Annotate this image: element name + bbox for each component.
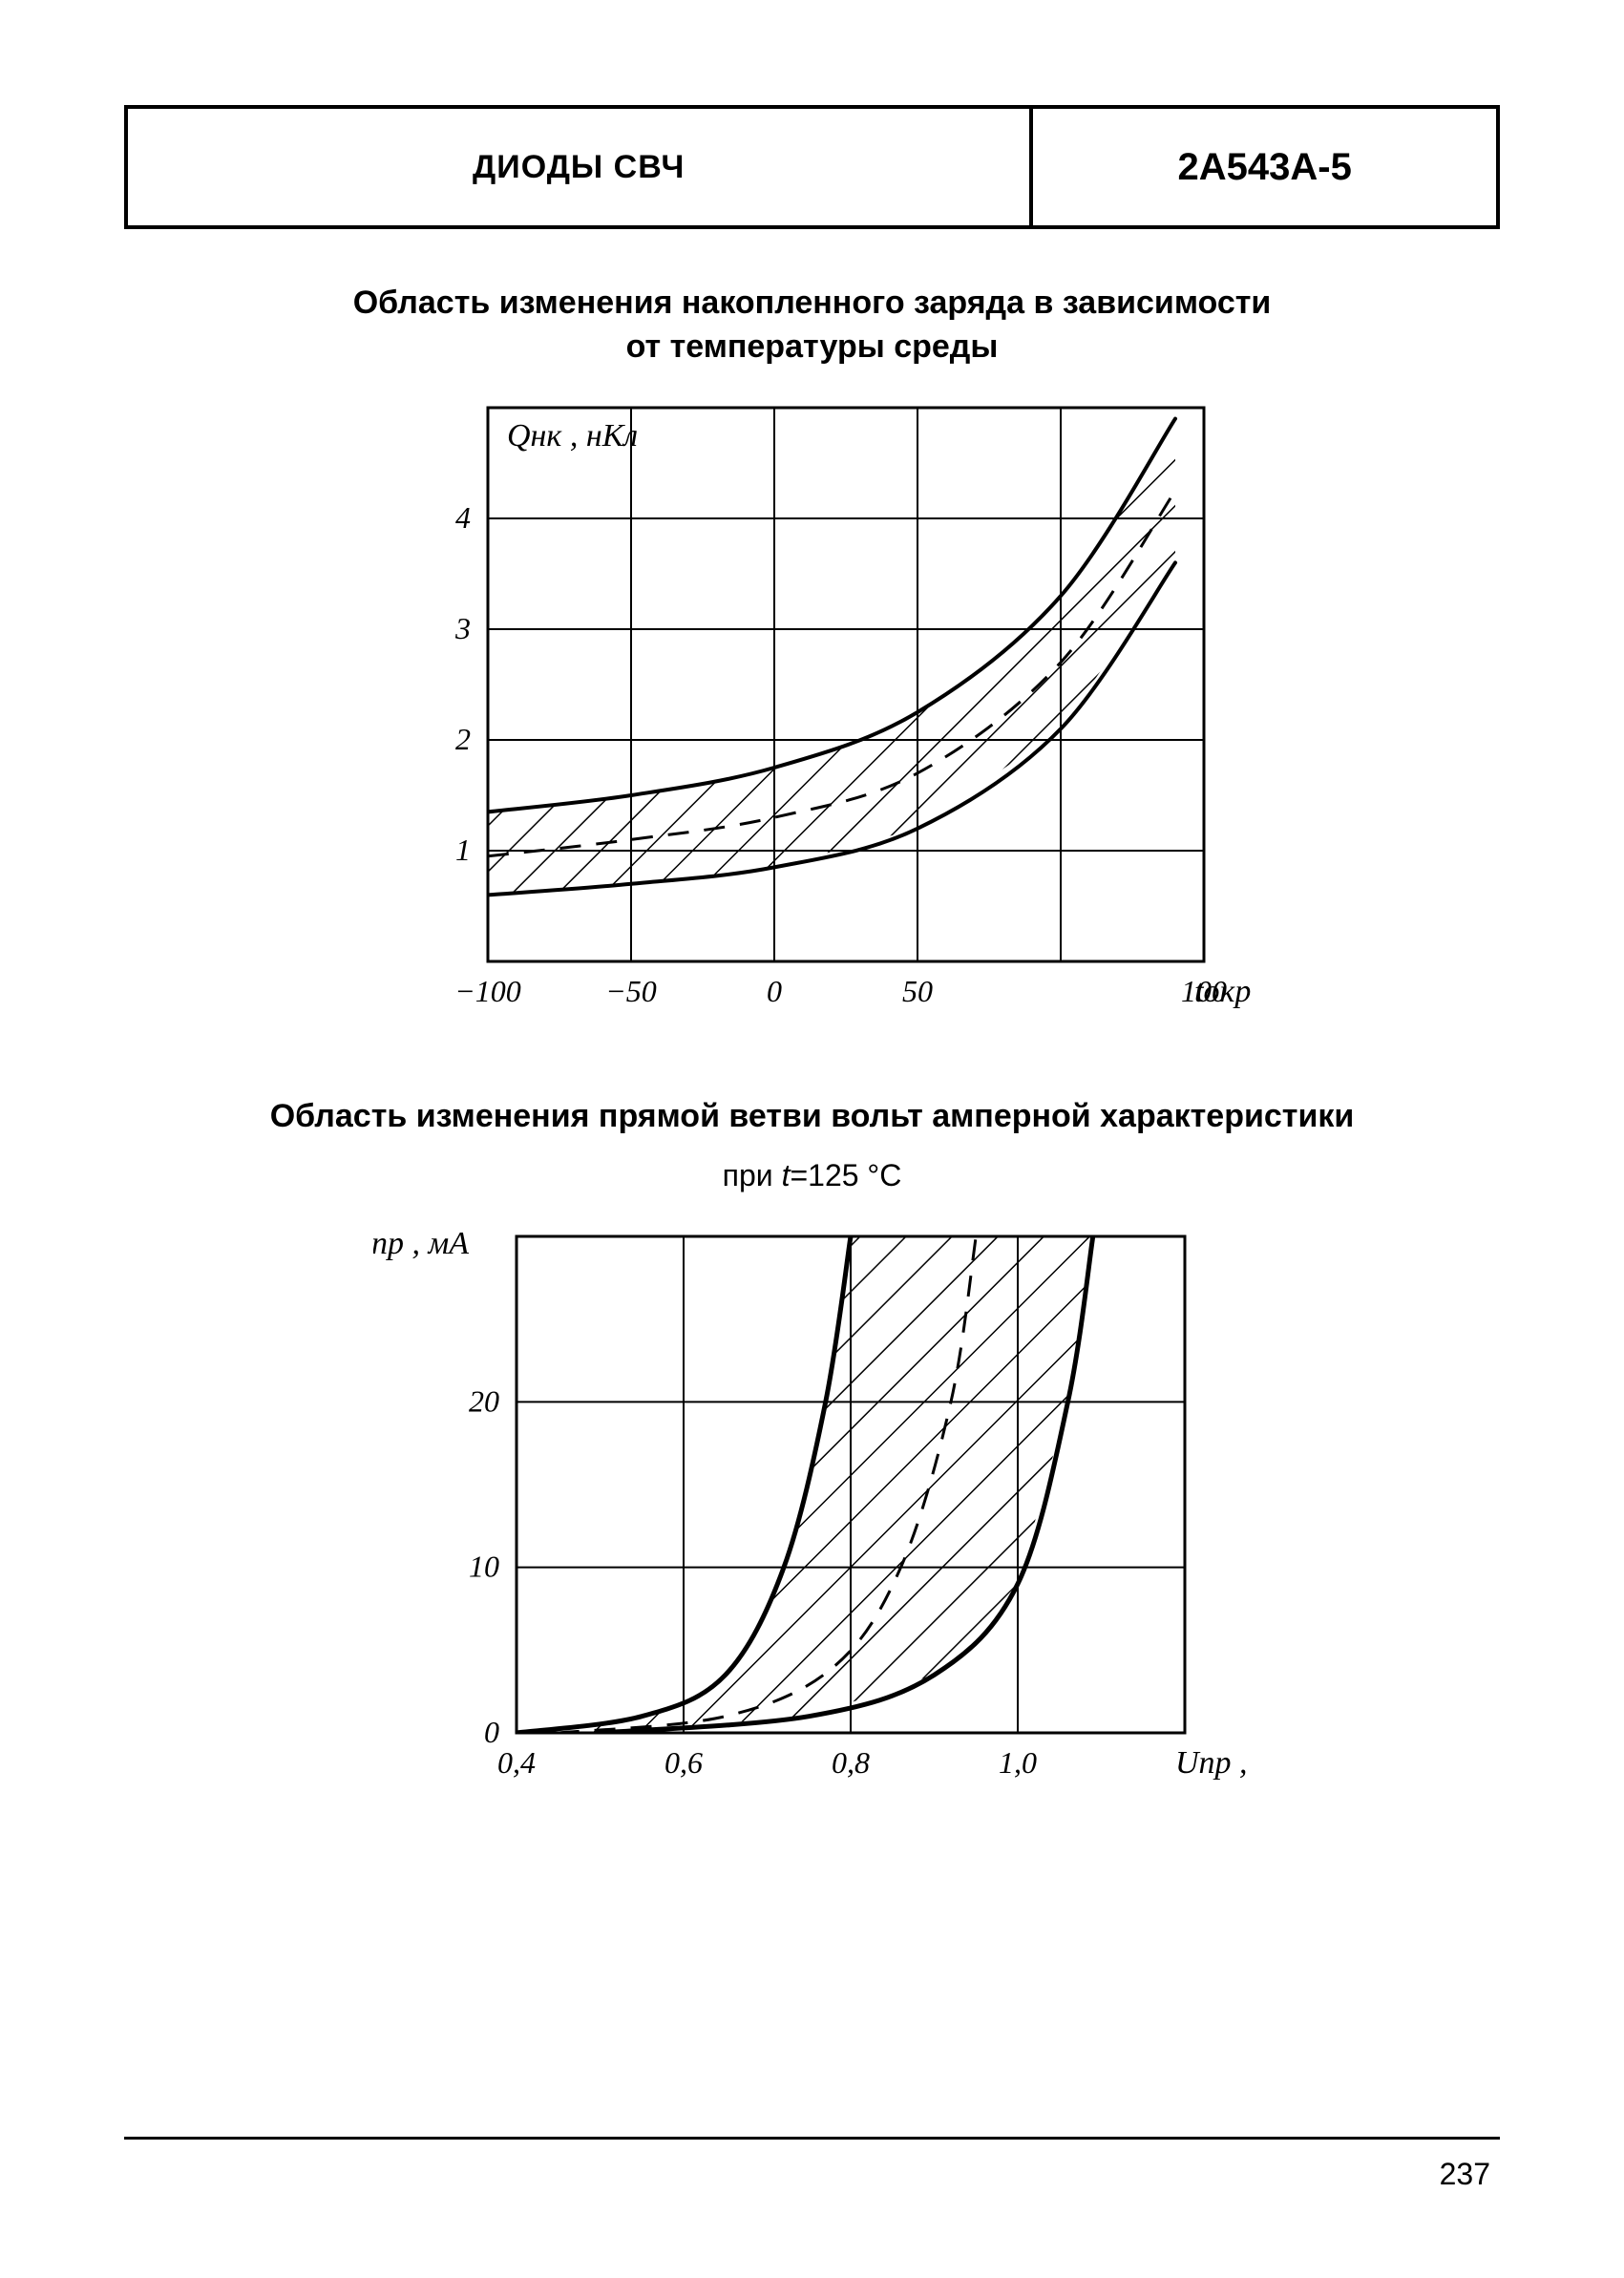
svg-text:Iпр , мА: Iпр , мА: [373, 1226, 469, 1261]
svg-text:10: 10: [469, 1549, 499, 1583]
svg-text:0: 0: [484, 1715, 499, 1749]
header-partnum: 2А543А-5: [1031, 107, 1498, 227]
chart2-caption: Область изменения прямой ветви вольт амп…: [124, 1095, 1500, 1139]
svg-text:2: 2: [455, 722, 471, 756]
chart2: 0,4 0,6 0,8 1,0 0 10 20 Iпр , мА Uпр , В: [373, 1217, 1252, 1809]
svg-text:tокр,°C: tокр,°C: [1194, 974, 1252, 1009]
chart1: −100−500501001234Qнк , нКлtокр,°C: [373, 389, 1252, 1038]
page: ДИОДЫ СВЧ 2А543А-5 Область изменения нак…: [0, 0, 1624, 2278]
svg-text:0: 0: [767, 974, 782, 1008]
footer-rule: [124, 2137, 1500, 2140]
svg-text:3: 3: [454, 611, 471, 645]
svg-text:0,8: 0,8: [832, 1745, 870, 1780]
svg-text:0,4: 0,4: [497, 1745, 536, 1780]
svg-text:−100: −100: [454, 974, 521, 1008]
svg-text:Uпр , В: Uпр , В: [1175, 1745, 1252, 1781]
svg-text:1,0: 1,0: [999, 1745, 1037, 1780]
page-number: 237: [1440, 2157, 1490, 2192]
chart1-caption-line1: Область изменения накопленного заряда в …: [353, 285, 1272, 321]
svg-text:4: 4: [455, 500, 471, 535]
svg-text:−50: −50: [605, 974, 657, 1008]
header-category: ДИОДЫ СВЧ: [126, 107, 1031, 227]
svg-text:50: 50: [902, 974, 933, 1008]
svg-text:0,6: 0,6: [664, 1745, 703, 1780]
svg-text:1: 1: [455, 833, 471, 867]
header-table: ДИОДЫ СВЧ 2А543А-5: [124, 105, 1500, 229]
svg-text:Qнк , нКл: Qнк , нКл: [507, 418, 638, 453]
chart1-caption: Область изменения накопленного заряда в …: [124, 282, 1500, 369]
svg-text:20: 20: [469, 1383, 499, 1418]
chart2-wrap: 0,4 0,6 0,8 1,0 0 10 20 Iпр , мА Uпр , В: [124, 1217, 1500, 1809]
chart1-caption-line2: от температуры среды: [626, 328, 999, 365]
chart1-wrap: −100−500501001234Qнк , нКлtокр,°C: [124, 389, 1500, 1038]
chart2-subcaption: при t=125 °C: [124, 1158, 1500, 1193]
